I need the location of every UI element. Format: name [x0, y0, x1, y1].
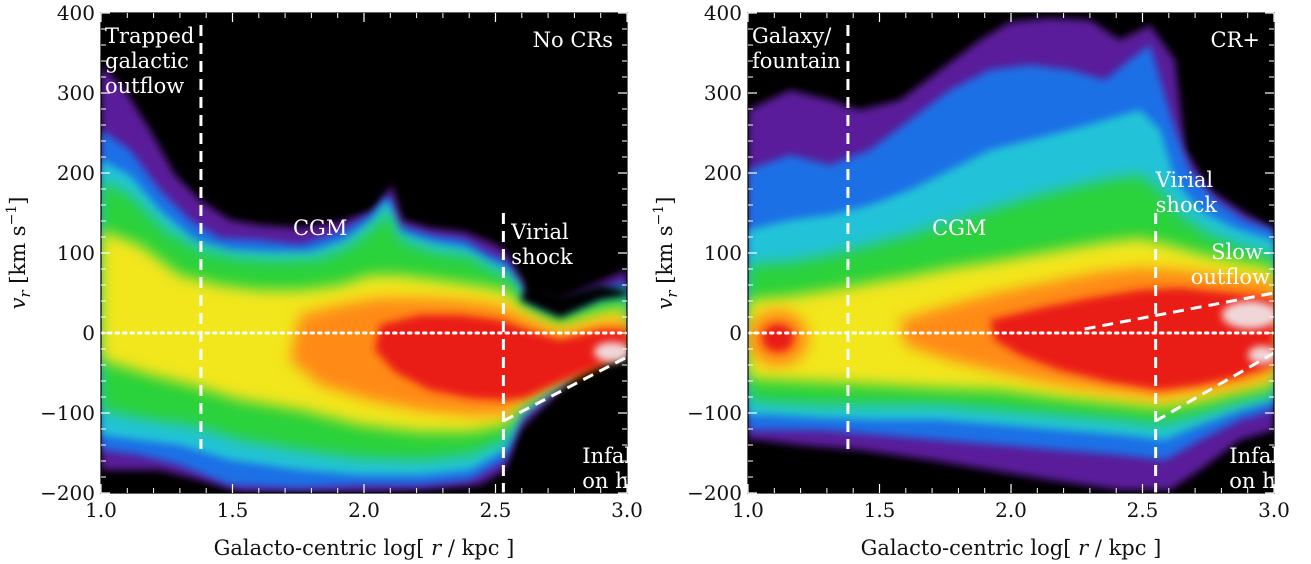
density-core [1222, 301, 1274, 329]
x-axis-title-var: r [1071, 536, 1094, 560]
annotation: Trapped galactic outflow [105, 24, 194, 98]
y-axis-title: vr [km s−1] [4, 197, 34, 310]
x-axis-title-post: / kpc ] [448, 536, 515, 560]
annotation: Infall on halo [582, 444, 660, 493]
y-tick-label: 0 [82, 321, 95, 345]
y-tick-label: 400 [57, 1, 95, 25]
y-tick-label: 100 [57, 241, 95, 265]
annotation-line: outflow [105, 74, 184, 98]
panel-no-crs: 1.0 1.5 2.0 2.5 3.0 −200 −100 0 100 200 300 400 Tra… [4, 1, 661, 560]
axis-ticks: 1.0 1.5 2.0 2.5 3.0 −200 −100 0 100 200 300 400 [40, 1, 643, 522]
y-tick-label: 200 [57, 161, 95, 185]
x-tick-label: 3.0 [611, 498, 643, 522]
annotation-line: Virial [510, 220, 569, 244]
annotation-line: galactic [105, 49, 189, 73]
density-core [594, 342, 627, 362]
annotations: Galaxy/fountain CGM Virial shock Slow-outflo… [752, 24, 1308, 493]
x-axis-title-post: / kpc ] [1095, 536, 1162, 560]
y-axis-title-sub: r [663, 290, 681, 298]
y-tick-label: 400 [704, 1, 742, 25]
annotation: Virial shock [1155, 168, 1218, 217]
panel-label-text: CR+ [1211, 28, 1260, 52]
y-tick-label: 300 [57, 81, 95, 105]
trend-line [502, 355, 628, 423]
y-tick-label: −100 [687, 401, 742, 425]
annotation-line: Galaxy/ [752, 24, 832, 48]
panel-cr-plus: 1.0 1.5 2.0 2.5 3.0 −200 −100 0 100 200 300 400 Gal… [651, 1, 1308, 560]
y-axis-title-sub: r [16, 290, 34, 298]
reference-lines [746, 25, 1276, 493]
galaxy-blob-core [762, 324, 794, 352]
y-axis-title-close: ] [6, 197, 30, 205]
annotation-line: on halo [582, 469, 660, 493]
annotation-line: Infall [1229, 444, 1285, 468]
y-axis-title-var: v [6, 297, 30, 309]
x-axis-title: Galacto-centric log[ r / kpc ] [861, 536, 1162, 560]
annotation-line: fountain [752, 49, 841, 73]
panel-label: CR+ [1211, 28, 1260, 52]
trend-line [1084, 291, 1275, 331]
panel-label: No CRs [533, 28, 613, 52]
axis-titles: Galacto-centric log[ r / kpc ]vr [km s−1… [4, 197, 514, 560]
reference-lines [99, 25, 629, 493]
density-heatmap [101, 65, 627, 492]
panel-label-text: No CRs [533, 28, 613, 52]
annotation-line: shock [511, 245, 573, 269]
annotation-line: Trapped [105, 24, 194, 48]
annotation-line: Infall [582, 444, 638, 468]
annotations: Trapped galactic outflow CGM Virial shock Infa… [105, 24, 661, 493]
annotation: Galaxy/fountain [752, 24, 841, 73]
density-core [1248, 346, 1274, 364]
y-axis-title-units: [km s [653, 225, 677, 290]
axis-ticks: 1.0 1.5 2.0 2.5 3.0 −200 −100 0 100 200 300 400 [687, 1, 1290, 522]
annotation-line: outflow [1191, 265, 1270, 289]
y-tick-label: 200 [704, 161, 742, 185]
x-tick-label: 2.5 [1127, 498, 1159, 522]
y-tick-label: −200 [687, 481, 742, 505]
annotation-line: Virial [1155, 168, 1214, 192]
y-tick-label: −200 [40, 481, 95, 505]
annotation: Slow-outflow [1191, 240, 1270, 289]
density-layer-red [375, 315, 627, 400]
x-tick-label: 1.5 [217, 498, 249, 522]
x-tick-label: 1.0 [85, 498, 117, 522]
x-tick-label: 2.0 [348, 498, 380, 522]
x-tick-label: 1.0 [732, 498, 764, 522]
annotation-line: CGM [932, 216, 986, 240]
annotation-line: on halo [1229, 469, 1307, 493]
y-axis-title-sup: −1 [651, 205, 667, 226]
annotation-line: CGM [293, 216, 347, 240]
x-tick-label: 1.5 [864, 498, 896, 522]
annotation: Infall on halo [1229, 444, 1307, 493]
y-tick-label: −100 [40, 401, 95, 425]
x-axis-title-var: r [424, 536, 447, 560]
y-axis-title: vr [km s−1] [651, 197, 681, 310]
density-layer-red [990, 288, 1274, 390]
y-axis-title-units: [km s [6, 225, 30, 290]
x-tick-label: 2.0 [995, 498, 1027, 522]
annotation: CGM [293, 216, 347, 240]
annotation: Virial shock [510, 220, 573, 269]
annotation-line: Slow- [1211, 240, 1270, 264]
y-axis-title-close: ] [653, 197, 677, 205]
x-axis-title: Galacto-centric log[ r / kpc ] [214, 536, 515, 560]
trend-line [1154, 351, 1275, 423]
y-tick-label: 0 [729, 321, 742, 345]
y-axis-title-var: v [653, 297, 677, 309]
axis-titles: Galacto-centric log[ r / kpc ]vr [km s−1… [651, 197, 1161, 560]
x-tick-label: 2.5 [480, 498, 512, 522]
annotation-line: shock [1156, 193, 1218, 217]
y-tick-label: 300 [704, 81, 742, 105]
x-tick-label: 3.0 [1258, 498, 1290, 522]
x-axis-title-pre: Galacto-centric log[ [214, 536, 425, 560]
annotation: CGM [932, 216, 986, 240]
density-gap [520, 280, 627, 318]
y-axis-title-sup: −1 [4, 205, 20, 226]
x-axis-title-pre: Galacto-centric log[ [861, 536, 1072, 560]
y-tick-label: 100 [704, 241, 742, 265]
